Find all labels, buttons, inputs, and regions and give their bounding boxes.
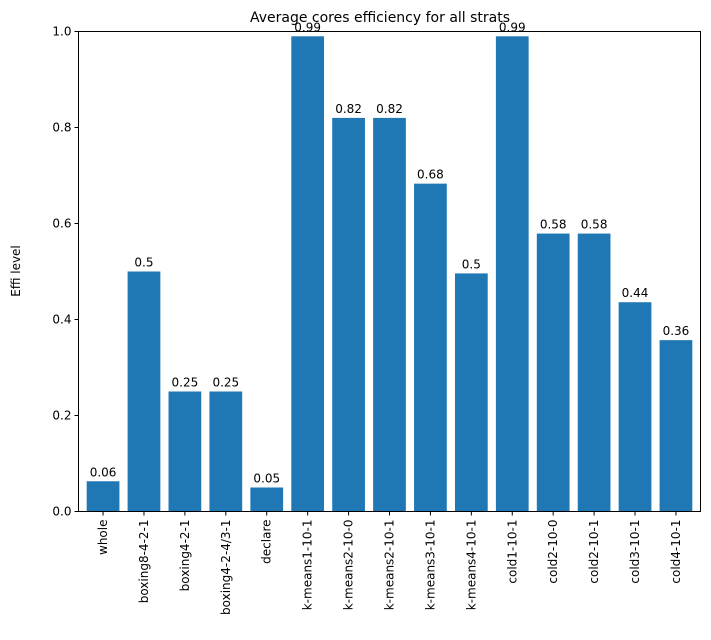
y-axis-label: Effi level (9, 245, 23, 297)
data-label-boxing4-2-4/3-1: 0.25 (212, 376, 239, 390)
bar-whole (86, 481, 120, 512)
x-tick-label: cold3-10-1 (628, 520, 642, 584)
bar-k-means3-10-1 (414, 183, 447, 512)
bar-boxing4-2-4/3-1 (209, 391, 243, 512)
y-tick-label: 0.8 (52, 121, 71, 135)
x-tick-label: k-means4-10-1 (464, 520, 478, 611)
plot-frame (78, 31, 701, 512)
y-tick-label: 0.2 (52, 409, 71, 423)
bars-group (86, 36, 693, 512)
data-label-k-means2-10-1: 0.82 (376, 102, 403, 116)
data-label-k-means3-10-1: 0.68 (417, 168, 444, 182)
y-axis: 0.0 0.2 0.4 0.6 0.8 1.0 (52, 25, 79, 519)
y-tick-label: 1.0 (52, 25, 71, 39)
bar-cold4-10-1 (659, 340, 693, 512)
bar-declare (250, 487, 284, 512)
bar-cold2-10-0 (536, 233, 570, 512)
bar-cold1-10-1 (495, 36, 529, 512)
y-tick-label: 0.4 (52, 313, 71, 327)
data-label-cold2-10-0: 0.58 (540, 218, 567, 232)
data-label-whole: 0.06 (90, 465, 117, 479)
x-tick-label: boxing8-4-2-1 (137, 520, 151, 604)
y-tick-label: 0.6 (52, 217, 71, 231)
bar-k-means2-10-0 (332, 117, 365, 512)
bar-k-means2-10-1 (373, 117, 406, 512)
bar-k-means4-10-1 (454, 273, 488, 512)
data-label-k-means4-10-1: 0.5 (462, 257, 481, 271)
bar-boxing8-4-2-1 (127, 271, 161, 512)
x-tick-label: cold2-10-0 (546, 520, 560, 584)
x-tick-label: boxing4-2-1 (178, 520, 192, 592)
x-tick-label: cold4-10-1 (669, 520, 683, 584)
x-tick-label: cold1-10-1 (505, 520, 519, 584)
data-label-boxing4-2-1: 0.25 (172, 376, 199, 390)
data-label-boxing8-4-2-1: 0.5 (134, 256, 153, 270)
data-label-cold4-10-1: 0.36 (663, 324, 690, 338)
x-tick-label: cold2-10-1 (587, 520, 601, 584)
data-label-cold2-10-1: 0.58 (581, 218, 608, 232)
data-label-cold3-10-1: 0.44 (622, 286, 649, 300)
x-tick-label: k-means1-10-1 (301, 520, 315, 611)
bar-boxing4-2-1 (168, 391, 202, 512)
x-tick-label: k-means2-10-1 (383, 520, 397, 611)
x-tick-label: k-means3-10-1 (423, 520, 437, 611)
data-label-k-means2-10-0: 0.82 (335, 102, 362, 116)
chart-title: Average cores efficiency for all strats (250, 10, 510, 26)
x-tick-label: whole (96, 520, 110, 555)
bar-cold2-10-1 (577, 233, 611, 512)
y-tick-label: 0.0 (52, 505, 71, 519)
data-label-k-means1-10-1: 0.99 (294, 20, 321, 34)
data-label-declare: 0.05 (253, 472, 280, 486)
x-axis: whole boxing8-4-2-1 boxing4-2-1 boxing4-2-4… (96, 511, 683, 615)
bar-cold3-10-1 (618, 302, 652, 512)
bar-k-means1-10-1 (291, 36, 325, 512)
x-tick-label: boxing4-2-4/3-1 (219, 520, 233, 615)
x-tick-label: k-means2-10-0 (342, 520, 356, 611)
data-labels-group: 0.06 0.5 0.25 0.25 0.05 0.99 0.82 0.82 0.68 0.5 0.… (90, 20, 690, 485)
data-label-cold1-10-1: 0.99 (499, 20, 526, 34)
x-tick-label: declare (260, 520, 274, 564)
